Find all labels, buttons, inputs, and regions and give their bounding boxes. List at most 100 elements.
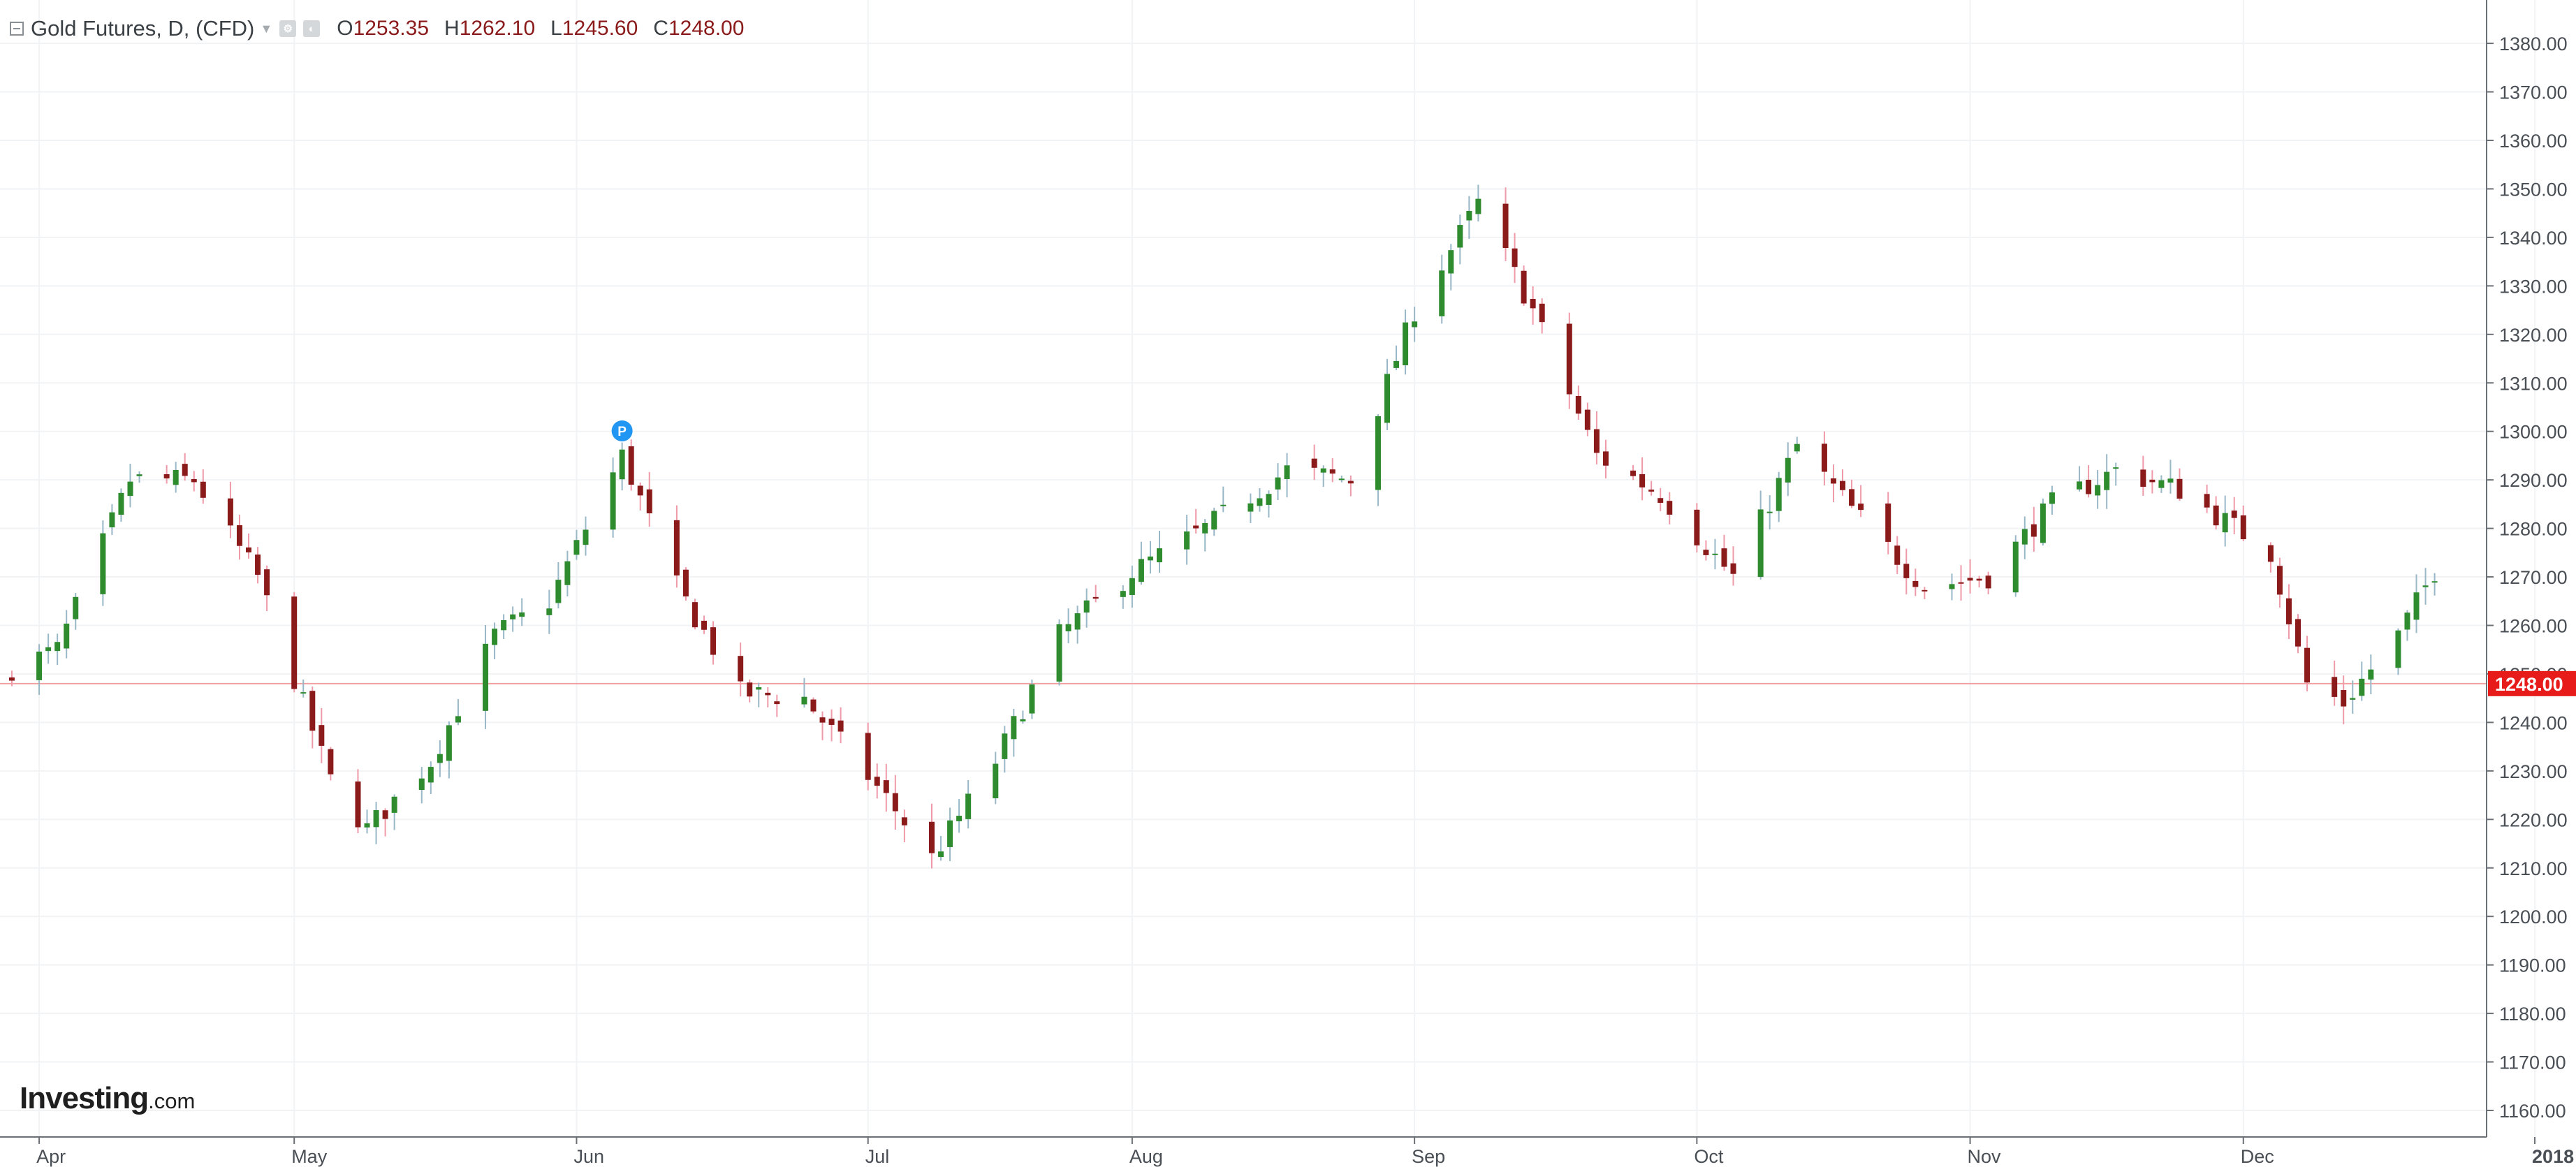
candle-down — [2030, 524, 2037, 537]
candle-down — [2231, 511, 2237, 518]
investing-logo[interactable]: Investing.com — [20, 1081, 195, 1116]
candle-down — [1694, 509, 1700, 545]
candle-up — [1138, 559, 1144, 582]
candle-up — [1448, 250, 1454, 274]
candle-down — [828, 719, 835, 725]
candle-down — [182, 464, 188, 476]
candle-up — [546, 608, 552, 615]
candle-down — [883, 780, 889, 793]
candle-down — [1521, 270, 1527, 304]
candle-up — [610, 472, 616, 530]
candle-up — [2104, 471, 2110, 490]
candle-down — [1347, 480, 1354, 484]
time-tick-label: Nov — [1968, 1146, 2002, 1167]
candle-up — [519, 612, 525, 617]
marker-layer[interactable]: P — [611, 420, 633, 441]
ohlc-high: H1262.10 — [444, 17, 536, 40]
candle-down — [1667, 501, 1673, 515]
candle-down — [1922, 589, 1928, 592]
candle-down — [1329, 469, 1335, 474]
price-tick-label: 1170.00 — [2499, 1052, 2566, 1073]
last-price-label-bg — [2488, 670, 2576, 696]
candle-up — [1320, 468, 1326, 473]
candle-up — [2021, 529, 2028, 545]
candle-up — [1375, 416, 1381, 490]
symbol-title[interactable]: Gold Futures, D, (CFD) — [31, 16, 255, 41]
chevron-down-icon[interactable]: ▼ — [260, 21, 273, 36]
price-tick-label: 1240.00 — [2499, 712, 2568, 733]
candle-down — [810, 699, 817, 712]
candle-up — [1074, 613, 1081, 630]
candle-down — [319, 725, 325, 746]
candle-down — [355, 781, 361, 828]
candle-up — [2049, 492, 2055, 504]
candle-down — [1630, 470, 1637, 476]
price-tick-label: 1190.00 — [2499, 955, 2566, 976]
candle-down — [837, 720, 844, 732]
candle-up — [1029, 684, 1035, 714]
price-tick-label: 1290.00 — [2499, 470, 2568, 491]
candle-up — [492, 629, 498, 645]
collapse-icon[interactable] — [10, 22, 24, 36]
logo-brand: Investing — [20, 1081, 149, 1115]
candle-up — [1766, 511, 1773, 513]
time-tick-label: Jun — [573, 1146, 604, 1167]
price-axis[interactable]: 1160.00 1170.00 1180.00 1190.00 1200.00 1210.… — [2486, 0, 2576, 1137]
candle-up — [756, 687, 762, 690]
candle-down — [646, 489, 652, 513]
candles[interactable] — [8, 184, 2438, 869]
candle-down — [1967, 578, 1973, 581]
candle-down — [701, 620, 707, 630]
candle-up — [455, 716, 461, 723]
time-tick-label: Sep — [1412, 1146, 1445, 1167]
settings-icon[interactable]: ⚙ — [279, 20, 297, 37]
candle-down — [819, 717, 826, 723]
price-tick-label: 1360.00 — [2499, 131, 2568, 152]
event-marker[interactable] — [611, 420, 633, 441]
price-tick-label: 1350.00 — [2499, 179, 2568, 200]
time-axis[interactable]: AprMayJunJulAugSepOctNovDec2018FebMarApr… — [0, 1136, 2576, 1167]
candle-down — [673, 520, 680, 576]
grid-lines — [0, 0, 2536, 1137]
candle-up — [1457, 225, 1463, 248]
candle-down — [1193, 525, 1199, 529]
candle-down — [2304, 647, 2311, 683]
candle-up — [501, 620, 507, 631]
candle-up — [1403, 322, 1409, 366]
price-tick-label: 1260.00 — [2499, 616, 2568, 637]
candle-up — [2012, 541, 2019, 593]
candle-up — [1002, 733, 1008, 759]
candle-down — [382, 810, 388, 819]
candle-up — [391, 796, 397, 813]
candle-up — [364, 823, 370, 828]
candle-up — [2222, 513, 2228, 533]
candle-down — [691, 602, 698, 628]
candle-down — [2213, 505, 2219, 526]
candle-up — [1247, 503, 1254, 512]
candle-down — [874, 777, 880, 786]
candle-up — [1393, 360, 1400, 368]
candle-down — [1512, 248, 1518, 267]
last-price-label: 1248.00 — [2495, 674, 2563, 695]
candle-up — [36, 652, 43, 680]
candle-up — [100, 533, 106, 594]
candle-up — [1794, 443, 1800, 452]
candle-down — [246, 547, 251, 552]
candle-down — [200, 481, 206, 498]
candle-up — [564, 561, 571, 585]
candle-up — [1220, 504, 1227, 506]
price-tick-label: 1380.00 — [2499, 34, 2568, 54]
candle-up — [1120, 591, 1126, 597]
candle-up — [54, 642, 61, 652]
candle-up — [1475, 198, 1481, 214]
candle-down — [1858, 504, 1864, 511]
candle-up — [1147, 556, 1153, 561]
candle-up — [2431, 581, 2438, 583]
candle-up — [427, 767, 434, 783]
hide-icon[interactable]: ◐ — [303, 20, 321, 37]
candle-up — [947, 820, 953, 847]
candle-up — [2077, 481, 2083, 490]
candle-down — [901, 817, 907, 825]
candle-up — [2113, 467, 2119, 469]
